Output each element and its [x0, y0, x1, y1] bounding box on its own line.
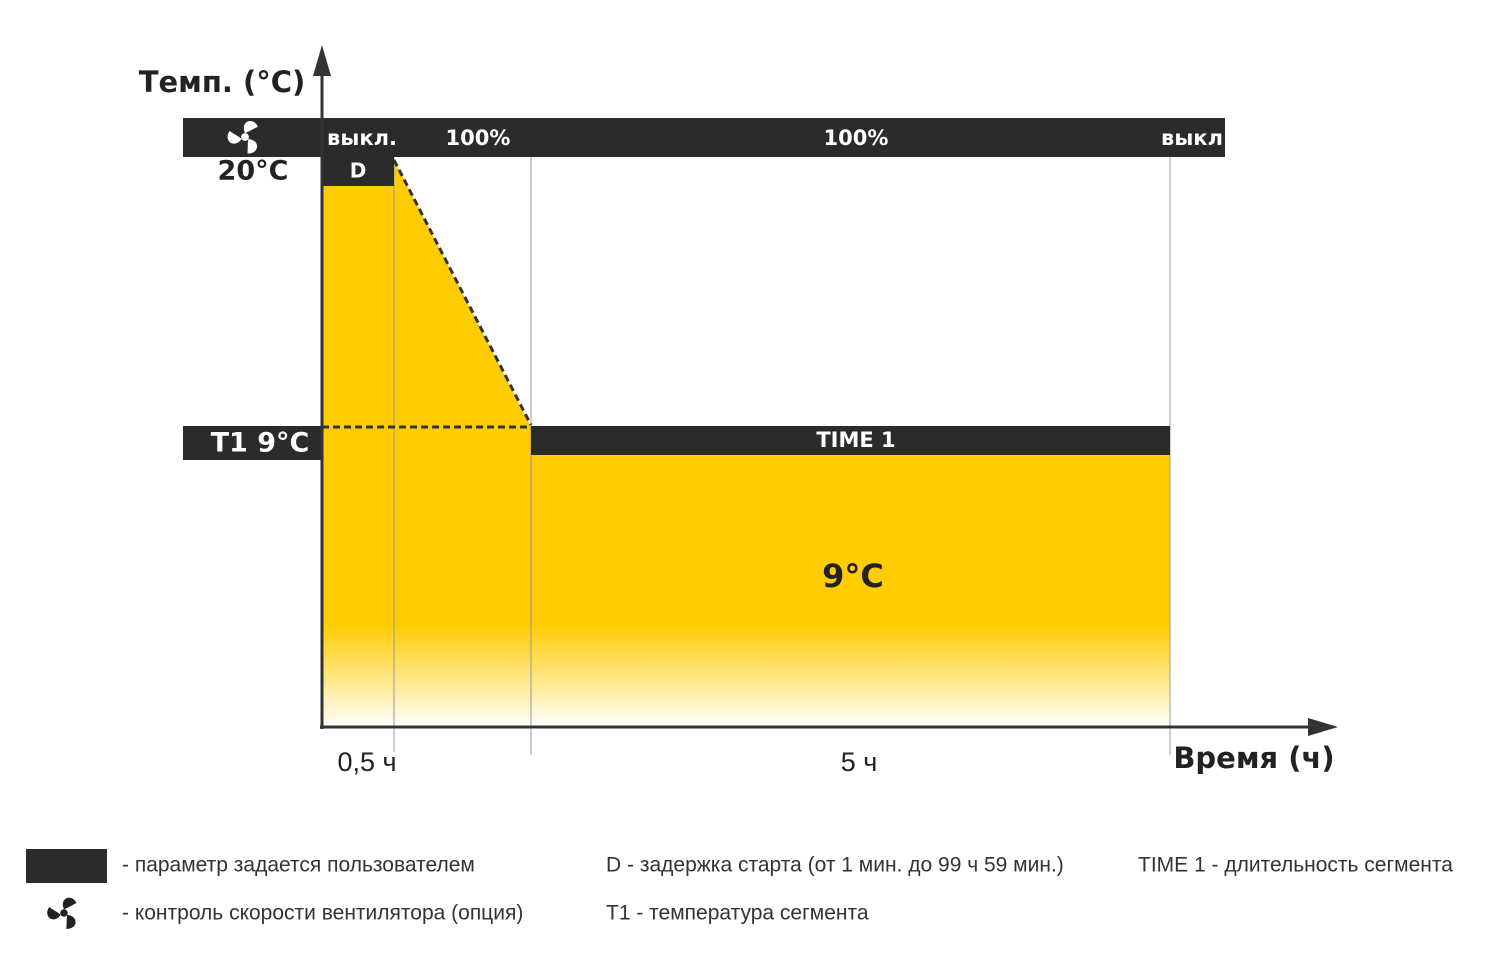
fan-label: 100%: [446, 126, 511, 150]
y-axis-title: Темп. (°C): [139, 65, 306, 99]
legend-swatch: [26, 849, 107, 883]
fan-label: 100%: [824, 126, 889, 150]
legend-fan-icon: [44, 897, 78, 932]
x-tick-label: 5 ч: [841, 747, 878, 777]
y-arrow: [313, 45, 331, 76]
t1-label: T1 9°C: [211, 428, 310, 459]
delay-label: D: [350, 159, 367, 183]
legend-text: D - задержка старта (от 1 мин. до 99 ч 5…: [606, 854, 1064, 877]
x-axis-title: Время (ч): [1173, 741, 1334, 775]
legend-text: T1 - температура сегмента: [606, 902, 869, 925]
delay-box: [322, 157, 394, 186]
legend-text: - параметр задается пользователем: [122, 854, 475, 877]
ramp-line: [392, 159, 533, 426]
start-temp: 20°C: [218, 156, 289, 187]
time-label: TIME 1: [816, 428, 895, 452]
segment-value: 9°C: [822, 557, 884, 595]
t1-box: [183, 426, 322, 460]
x-tick-label: 0,5 ч: [337, 747, 396, 777]
fan-label: выкл.: [327, 126, 397, 150]
fan-label: выкл: [1161, 126, 1223, 150]
temperature-area: [322, 160, 1170, 727]
legend-text: TIME 1 - длительность сегмента: [1138, 854, 1453, 877]
legend-text: - контроль скорости вентилятора (опция): [122, 902, 523, 925]
x-arrow: [1308, 718, 1338, 736]
guides: [393, 157, 1171, 755]
time-bar: [531, 426, 1170, 455]
fan-bar: [183, 118, 1225, 157]
